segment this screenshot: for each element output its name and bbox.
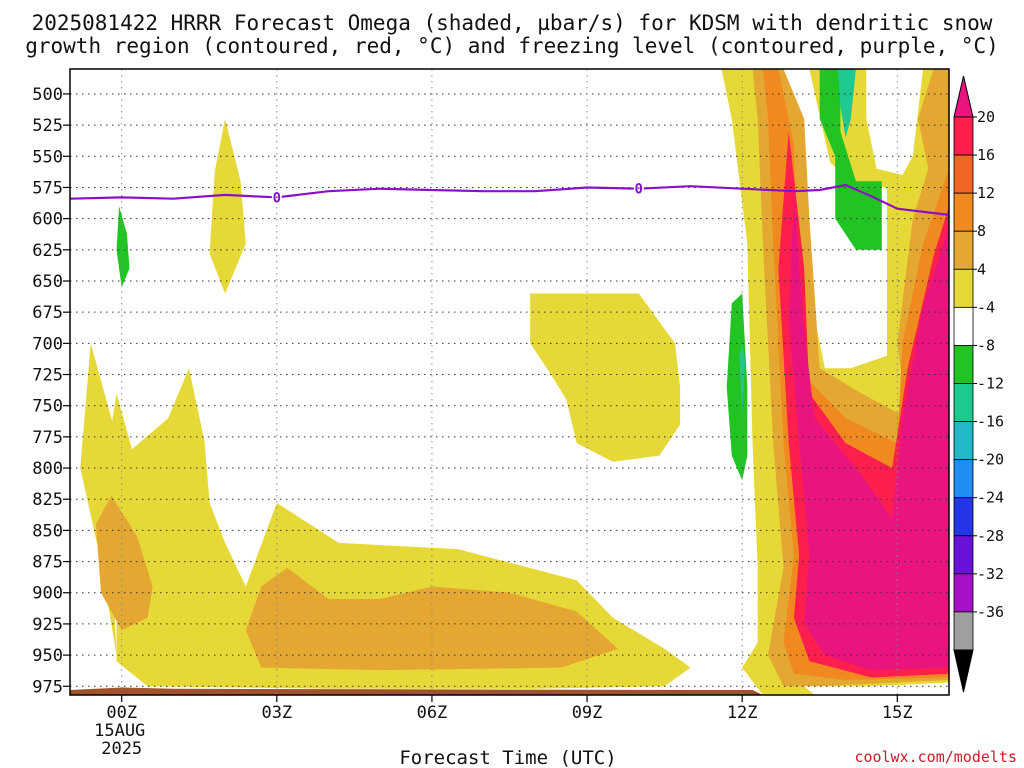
x-tick-label-00Z: 00Z <box>106 703 137 723</box>
y-tick-label-750: 750 <box>32 397 63 417</box>
freezing-level-label: 0 <box>273 190 281 206</box>
colorbar-label-6: -8 <box>977 336 995 354</box>
colorbar-label-5: -4 <box>977 298 995 316</box>
grid-lines <box>70 69 949 695</box>
colorbar-label-0: 20 <box>977 108 995 126</box>
colorbar-label-12: -32 <box>977 565 1004 583</box>
x-axis-label: Forecast Time (UTC) <box>399 747 616 768</box>
colorbar-segment-6 <box>953 345 974 384</box>
plot-frame <box>69 68 950 696</box>
omega-region-18 <box>804 682 949 695</box>
y-tick-label-650: 650 <box>32 272 63 292</box>
freezing-label-bg <box>271 190 282 204</box>
omega-region-2 <box>95 495 153 631</box>
colorbar-segment-3 <box>953 230 974 270</box>
omega-shaded-regions <box>70 69 949 695</box>
y-tick-label-575: 575 <box>32 178 63 198</box>
colorbar-label-7: -12 <box>977 375 1004 393</box>
y-tick-label-725: 725 <box>32 366 63 386</box>
y-tick-label-775: 775 <box>32 428 63 448</box>
colorbar-label-1: 16 <box>977 146 995 164</box>
freezing-level-line <box>70 183 949 216</box>
colorbar-label-4: 4 <box>977 260 986 278</box>
omega-region-5 <box>530 293 681 462</box>
y-tick-label-950: 950 <box>32 646 63 666</box>
y-tick-label-675: 675 <box>32 303 63 323</box>
x-tick-label-03Z: 03Z <box>261 703 292 723</box>
y-tick-label-550: 550 <box>32 147 63 167</box>
colorbar-segment-9 <box>953 459 974 499</box>
y-tick-label-975: 975 <box>32 677 63 697</box>
y-tick-label-900: 900 <box>32 584 63 604</box>
x-tick-year: 2025 <box>101 739 142 759</box>
omega-region-11 <box>866 69 924 175</box>
colorbar-label-13: -36 <box>977 603 1004 621</box>
y-tick-label-700: 700 <box>32 334 63 354</box>
colorbar-bottom-triangle <box>953 649 974 693</box>
colorbar-segment-7 <box>953 383 974 422</box>
y-tick-label-875: 875 <box>32 553 63 573</box>
y-tick-label-500: 500 <box>32 85 63 105</box>
colorbar-segment-10 <box>953 497 974 537</box>
colorbar-segment-1 <box>953 154 974 194</box>
colorbar-label-9: -20 <box>977 451 1004 469</box>
colorbar-label-11: -28 <box>977 527 1004 545</box>
chart-title-line1: 2025081422 HRRR Forecast Omega (shaded, … <box>32 11 993 35</box>
y-tick-label-850: 850 <box>32 521 63 541</box>
colorbar-segment-0 <box>953 116 974 156</box>
y-tick-label-525: 525 <box>32 116 63 136</box>
omega-region-15 <box>788 193 949 671</box>
omega-region-19 <box>70 687 763 695</box>
x-tick-label-09Z: 09Z <box>572 703 603 723</box>
colorbar-segment-13 <box>953 611 974 651</box>
y-tick-label-625: 625 <box>32 241 63 261</box>
y-tick-label-800: 800 <box>32 459 63 479</box>
x-tick-label-06Z: 06Z <box>417 703 448 723</box>
colorbar-label-10: -24 <box>977 489 1004 507</box>
freezing-label-bg <box>633 181 644 195</box>
colorbar-segment-2 <box>953 192 974 232</box>
freezing-level-contour: 00 <box>70 181 949 216</box>
x-tick-label-12Z: 12Z <box>727 703 758 723</box>
x-tick-label-15Z: 15Z <box>882 703 913 723</box>
y-tick-label-825: 825 <box>32 490 63 510</box>
y-tick-label-600: 600 <box>32 210 63 230</box>
colorbar-segment-12 <box>953 573 974 613</box>
y-axis: 500 525 550 575 600 625 650 675 700 725 750 775 800 8… <box>32 85 70 697</box>
omega-region-3 <box>245 567 619 671</box>
colorbar-segment-11 <box>953 535 974 575</box>
omega-region-16 <box>819 69 882 250</box>
colorbar-top-triangle <box>953 75 974 118</box>
x-tick-date: 15AUG <box>94 721 145 741</box>
credit-text: coolwx.com/modelts <box>854 748 1017 766</box>
colorbar-label-8: -16 <box>977 413 1004 431</box>
colorbar-label-3: 8 <box>977 222 986 240</box>
omega-region-17 <box>837 69 856 138</box>
freezing-level-label: 0 <box>635 182 643 198</box>
chart-title-line2: growth region (contoured, red, °C) and f… <box>25 34 999 58</box>
colorbar-label-2: 12 <box>977 184 995 202</box>
colorbar-segment-5 <box>953 306 974 346</box>
omega-region-6 <box>116 206 130 288</box>
colorbar-segment-8 <box>953 421 974 461</box>
omega-region-8 <box>739 343 745 419</box>
y-tick-label-925: 925 <box>32 615 63 635</box>
colorbar: 20 16 12 8 4 -4 -8 -12 -16 -20 -24 -28 -32 -36 <box>953 75 1004 693</box>
omega-region-4 <box>209 118 246 294</box>
colorbar-segment-4 <box>953 268 974 308</box>
